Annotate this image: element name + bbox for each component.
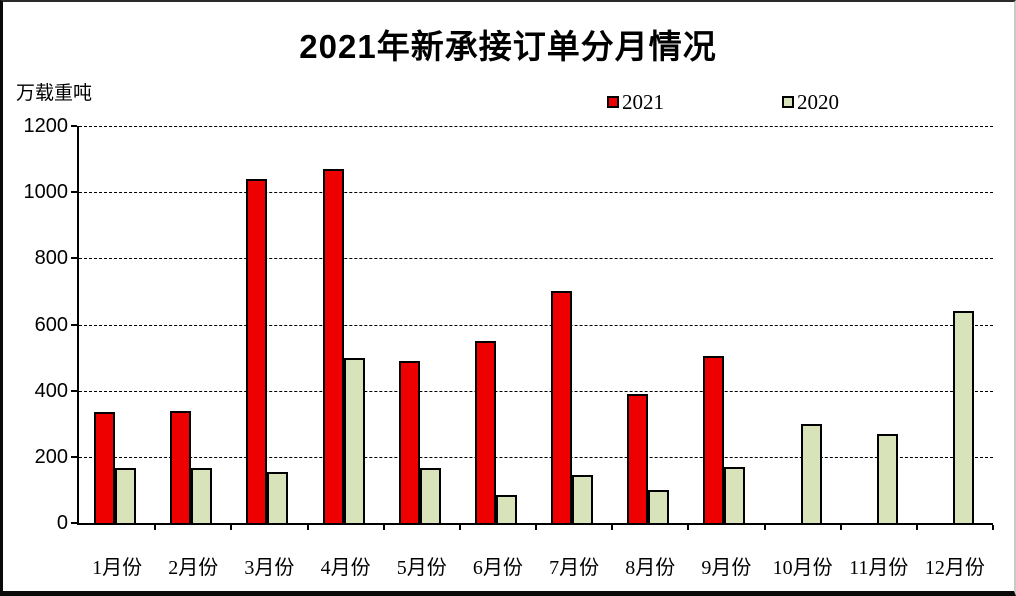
legend: 2021 2020 <box>0 90 1016 114</box>
x-axis-category-label: 11月份 <box>849 557 909 579</box>
bar-2020-11月份 <box>876 434 898 523</box>
bar-2021-4月份 <box>322 169 344 523</box>
x-axis-tick-mark <box>458 525 461 530</box>
bar-2020-3月份 <box>267 472 289 523</box>
y-axis-tick-mark <box>71 323 77 326</box>
x-axis-tick-mark <box>154 525 157 530</box>
gridline <box>79 324 993 326</box>
x-axis-tick-mark <box>915 525 918 530</box>
y-axis-tick-label: 400 <box>34 379 68 402</box>
legend-item-2021: 2021 <box>607 90 664 114</box>
y-axis-tick-mark <box>71 389 77 392</box>
bar-2020-4月份 <box>343 358 365 523</box>
x-axis-category-label: 1月份 <box>92 557 143 579</box>
y-axis-tick-mark <box>71 257 77 260</box>
x-axis-category-label: 6月份 <box>472 557 523 579</box>
x-axis-tick-mark <box>839 525 842 530</box>
x-axis-tick-mark <box>992 525 994 530</box>
legend-swatch-2021 <box>607 96 619 108</box>
y-axis-tick-mark <box>71 125 77 127</box>
x-axis-tick-mark <box>535 525 537 530</box>
x-axis-category-label: 4月份 <box>320 557 371 579</box>
gridline <box>79 258 993 260</box>
bar-2021-2月份 <box>170 411 192 523</box>
x-axis-category-label: 7月份 <box>549 557 600 579</box>
x-axis-category-label: 8月份 <box>625 557 676 579</box>
y-axis-tick-mark <box>71 522 77 524</box>
bar-2020-1月份 <box>115 468 136 523</box>
y-axis-unit-label: 万载重吨 <box>16 83 93 104</box>
y-axis-tick-label: 0 <box>56 512 68 534</box>
bar-2021-6月份 <box>474 341 496 523</box>
x-axis-category-label: 9月份 <box>701 557 752 579</box>
legend-label-2020: 2020 <box>797 90 839 114</box>
x-axis-category-label: 12月份 <box>924 557 985 579</box>
x-axis-tick-mark <box>306 525 309 530</box>
y-axis-tick-label: 600 <box>34 313 68 336</box>
bar-2021-5月份 <box>398 361 420 523</box>
bar-2020-5月份 <box>419 468 441 523</box>
legend-item-2020: 2020 <box>782 90 839 114</box>
x-axis-tick-mark <box>763 525 766 530</box>
gridline <box>79 192 993 194</box>
legend-swatch-2020 <box>782 96 794 108</box>
legend-label-2021: 2021 <box>622 90 664 114</box>
x-axis-category-label: 3月份 <box>244 557 295 579</box>
bar-2021-9月份 <box>703 356 725 523</box>
y-axis-tick-mark <box>71 191 77 194</box>
x-axis-category-label: 10月份 <box>772 557 833 579</box>
bar-2021-8月份 <box>627 394 649 523</box>
bar-2021-1月份 <box>94 412 115 523</box>
bar-2021-7月份 <box>551 291 572 523</box>
bar-2020-7月份 <box>572 475 593 523</box>
bar-2021-3月份 <box>246 179 268 523</box>
bar-2020-8月份 <box>648 490 670 523</box>
y-axis-tick-label: 1200 <box>23 115 69 137</box>
x-axis-tick-mark <box>230 525 233 530</box>
bar-2020-10月份 <box>800 424 822 523</box>
bar-2020-12月份 <box>952 311 974 523</box>
x-axis-tick-mark <box>382 525 385 530</box>
gridline <box>79 126 993 127</box>
y-axis-tick-label: 1000 <box>23 181 69 204</box>
gridline <box>79 456 993 458</box>
gridline <box>79 390 993 392</box>
bar-2020-9月份 <box>724 467 746 523</box>
bar-2020-6月份 <box>495 495 517 523</box>
x-axis-tick-mark <box>687 525 690 530</box>
chart-title: 2021年新承接订单分月情况 <box>299 28 717 65</box>
bar-2020-2月份 <box>191 468 213 523</box>
x-axis-category-label: 2月份 <box>168 557 219 579</box>
y-axis-tick-mark <box>71 455 77 458</box>
x-axis-category-label: 5月份 <box>396 557 447 579</box>
plot-area <box>77 126 993 525</box>
x-axis-tick-mark <box>611 525 614 530</box>
y-axis-tick-label: 800 <box>34 247 68 270</box>
y-axis-tick-label: 200 <box>34 445 68 468</box>
